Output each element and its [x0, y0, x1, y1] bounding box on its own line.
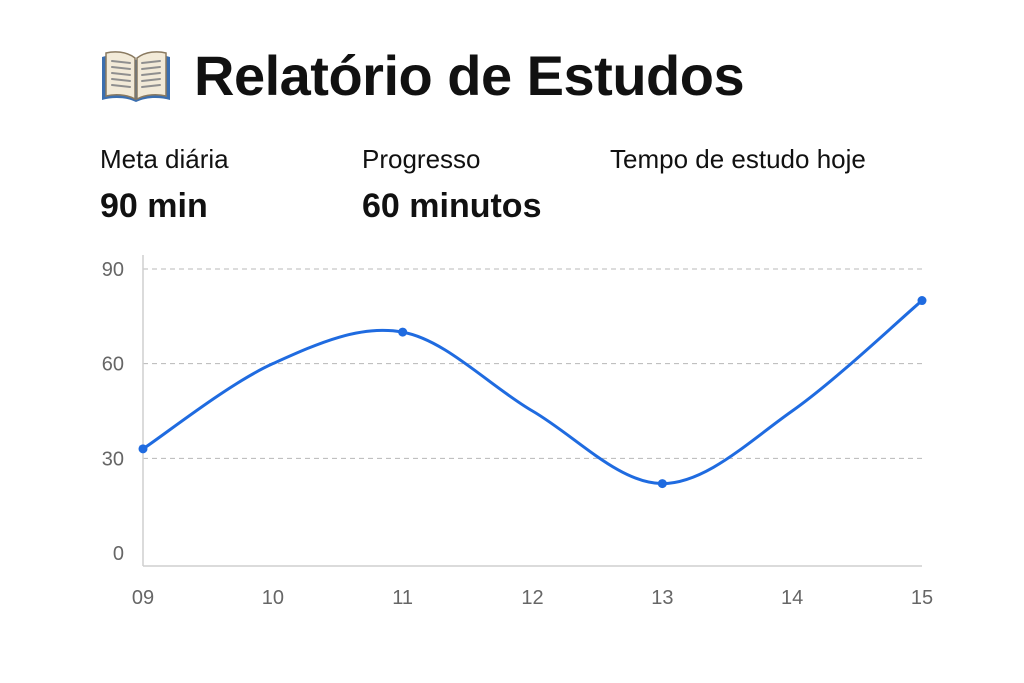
- series-line-0: [141, 299, 924, 486]
- x-tick-15: 15: [911, 587, 933, 609]
- chart-axes: [142, 255, 922, 567]
- stat-daily-goal: Meta diária 90 min: [100, 144, 229, 226]
- stat-daily-goal-value: 90 min: [100, 187, 208, 225]
- stat-progress: Progresso 60 minutos: [362, 144, 541, 226]
- y-tick-0: 0: [113, 543, 124, 565]
- y-tick-30: 30: [102, 448, 124, 470]
- stat-study-time: Tempo de estudo hoje: [610, 144, 866, 174]
- page-title: Relatório de Estudos: [194, 44, 745, 107]
- y-tick-60: 60: [102, 354, 124, 376]
- x-tick-09: 09: [132, 587, 154, 609]
- x-tick-14: 14: [781, 587, 803, 609]
- data-point-11: [398, 327, 408, 337]
- stat-daily-goal-label: Meta diária: [100, 144, 229, 174]
- stat-progress-label: Progresso: [362, 144, 481, 174]
- chart-grid: [143, 268, 922, 459]
- x-tick-11: 11: [392, 587, 413, 609]
- data-point-13: [657, 479, 667, 489]
- x-tick-13: 13: [651, 587, 673, 609]
- chart-series: [138, 296, 927, 489]
- open-book-icon: [102, 51, 170, 102]
- y-tick-90: 90: [102, 259, 124, 281]
- x-tick-labels: 09 10 11 12 13 14 15: [132, 587, 933, 609]
- stat-study-time-label: Tempo de estudo hoje: [610, 144, 866, 174]
- x-tick-12: 12: [521, 587, 543, 609]
- header: Relatório de Estudos: [98, 44, 745, 108]
- y-tick-labels: 0 30 60 90: [102, 259, 124, 565]
- stat-progress-value: 60 minutos: [362, 187, 542, 225]
- x-tick-10: 10: [262, 587, 284, 609]
- data-point-15: [917, 296, 927, 306]
- data-point-09: [138, 444, 148, 454]
